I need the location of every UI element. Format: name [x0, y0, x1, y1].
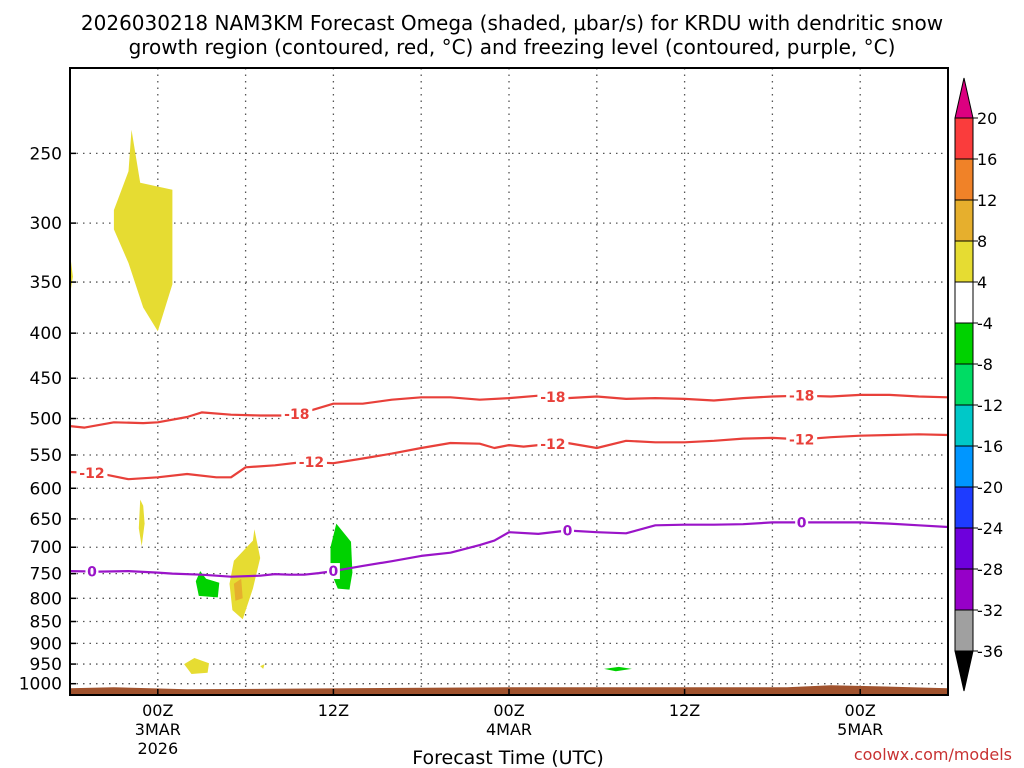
- x-tick-sublabel: 3MAR: [135, 720, 181, 739]
- x-axis-label: Forecast Time (UTC): [412, 747, 603, 768]
- x-tick-label: 00Z: [493, 701, 524, 720]
- colorbar-label: 8: [977, 232, 987, 251]
- contour-label-bg: [537, 388, 569, 405]
- credit-text: coolwx.com/models: [854, 745, 1012, 764]
- x-tick-sublabel: 4MAR: [486, 720, 532, 739]
- y-tick-label: 650: [30, 510, 62, 530]
- y-tick-label: 900: [30, 634, 62, 654]
- contour-label-bg: [786, 431, 818, 448]
- y-tick-label: 850: [30, 613, 62, 633]
- x-tick-label: 12Z: [318, 701, 349, 720]
- chart-title-line2: growth region (contoured, red, °C) and f…: [129, 35, 896, 59]
- colorbar-swatch: [954, 240, 974, 283]
- contour-label-bg: [281, 405, 313, 422]
- y-tick-label: 450: [30, 369, 62, 389]
- colorbar-swatch: [954, 609, 974, 652]
- x-tick-label: 00Z: [142, 701, 173, 720]
- y-tick-label: 800: [30, 589, 62, 609]
- colorbar-label: 20: [977, 109, 997, 128]
- colorbar-label: -36: [977, 642, 1003, 661]
- y-tick-label: 600: [30, 479, 62, 499]
- colorbar-swatch: [954, 199, 974, 242]
- y-tick-label: 700: [30, 538, 62, 558]
- y-tick-label: 500: [30, 410, 62, 430]
- y-tick-label: 1000: [19, 675, 62, 695]
- contour-label: -18: [540, 390, 565, 406]
- contour-lines: -18 -18 -18 -12 -12 -12 -12 0 0 0 0: [70, 387, 948, 580]
- contour-label: -12: [79, 466, 104, 482]
- contour-label-bg: [326, 563, 340, 580]
- contour-label-bg: [537, 436, 569, 453]
- contour-label: 0: [563, 523, 573, 539]
- colorbar-swatch: [954, 117, 974, 160]
- contour-label: -12: [299, 455, 324, 471]
- colorbar-label: -12: [977, 396, 1003, 415]
- contour-label: -18: [789, 389, 814, 405]
- omega-shading: [70, 129, 632, 674]
- contour-label: 0: [329, 564, 339, 580]
- contour-label: 0: [797, 515, 807, 531]
- y-tick-label: 550: [30, 446, 62, 466]
- x-tick-label: 12Z: [669, 701, 700, 720]
- colorbar-swatch: [954, 527, 974, 570]
- colorbar-swatch: [954, 363, 974, 406]
- shaded-region: [113, 129, 173, 332]
- shaded-region: [604, 666, 632, 672]
- shaded-region: [260, 664, 265, 669]
- grid-lines: [70, 68, 948, 695]
- shaded-region: [233, 578, 243, 601]
- contour-label-bg: [786, 387, 818, 404]
- contour-label-bg: [561, 522, 575, 539]
- colorbar-swatch: [954, 445, 974, 488]
- x-tick-sublabel: 5MAR: [837, 720, 883, 739]
- colorbar-label: -4: [977, 314, 993, 333]
- y-tick-label: 350: [30, 273, 62, 293]
- contour-line: [70, 521, 948, 578]
- contour-label: 0: [87, 564, 97, 580]
- colorbar-swatch: [954, 281, 974, 324]
- contour-label-bg: [295, 454, 327, 471]
- colorbar-label: -32: [977, 601, 1003, 620]
- colorbar-swatch: [954, 404, 974, 447]
- colorbar-label: -24: [977, 519, 1003, 538]
- chart-title-line1: 2026030218 NAM3KM Forecast Omega (shaded…: [81, 11, 943, 35]
- colorbar-swatch: [954, 158, 974, 201]
- colorbar-label: -28: [977, 560, 1003, 579]
- shaded-region: [138, 499, 145, 547]
- colorbar-label: -16: [977, 437, 1003, 456]
- shaded-region: [229, 529, 261, 620]
- contour-label: -12: [789, 432, 814, 448]
- contour-label: -18: [284, 407, 309, 423]
- y-tick-label: 300: [30, 214, 62, 234]
- colorbar-swatch: [954, 486, 974, 529]
- contour-label-bg: [795, 514, 809, 531]
- x-tick-year: 2026: [137, 739, 178, 758]
- shaded-region: [184, 658, 209, 674]
- x-tick-label: 00Z: [845, 701, 876, 720]
- colorbar-min-arrow: [954, 650, 974, 692]
- colorbar-label: 12: [977, 191, 997, 210]
- shaded-region: [195, 571, 220, 598]
- colorbar-swatch: [954, 322, 974, 365]
- colorbar-swatch: [954, 568, 974, 611]
- colorbar-label: 16: [977, 150, 997, 169]
- y-tick-label: 400: [30, 324, 62, 344]
- colorbar-label: 4: [977, 273, 987, 292]
- colorbar-max-arrow: [954, 77, 974, 119]
- y-tick-label: 250: [30, 144, 62, 164]
- y-tick-label: 950: [30, 655, 62, 675]
- colorbar-label: -8: [977, 355, 993, 374]
- contour-label-bg: [85, 563, 99, 580]
- colorbar: -36 -32 -28 -24 -20 -16 -12 -8 -4 4 8 12 16 20: [954, 77, 1003, 692]
- contour-label: -12: [540, 437, 565, 453]
- contour-label-bg: [76, 464, 108, 481]
- y-tick-label: 750: [30, 565, 62, 585]
- y-axis: 2503003504004505005506006507007508008509…: [19, 144, 76, 695]
- colorbar-label: -20: [977, 478, 1003, 497]
